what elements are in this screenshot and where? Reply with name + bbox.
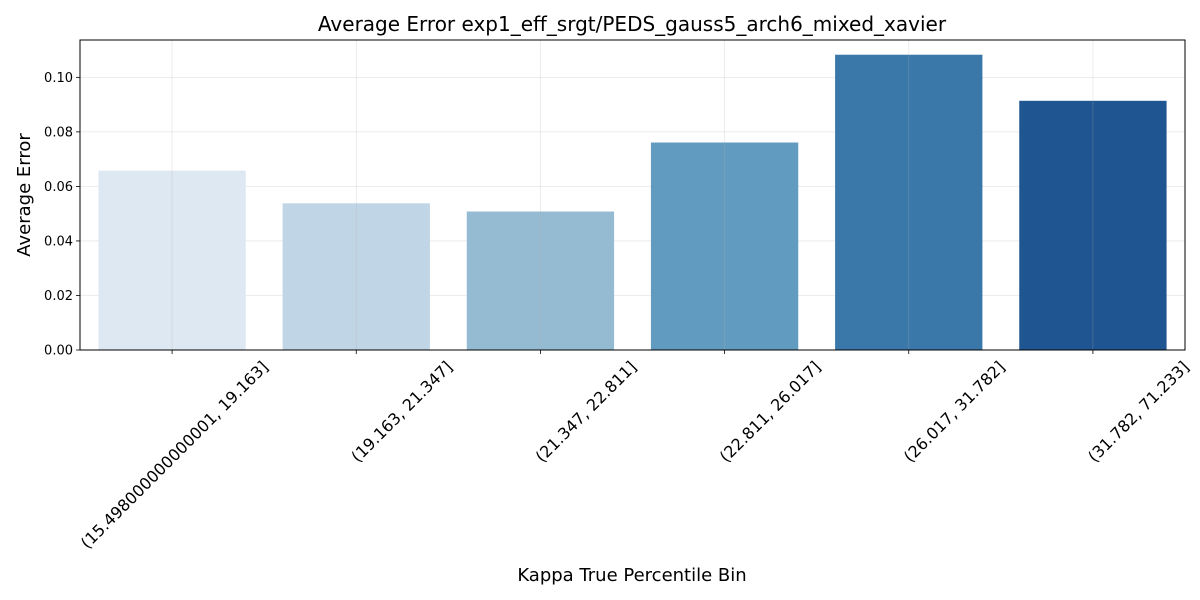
vertical-grid xyxy=(171,40,1094,350)
bar xyxy=(282,203,430,350)
y-tick-label: 0.08 xyxy=(44,125,73,140)
bar xyxy=(835,54,983,350)
bars xyxy=(98,54,1167,350)
plot-frame xyxy=(79,39,1186,351)
chart-title: Average Error exp1_eff_srgt/PEDS_gauss5_… xyxy=(318,12,947,36)
bar xyxy=(1019,100,1167,350)
y-tick-label: 0.04 xyxy=(44,234,73,249)
bar xyxy=(466,211,615,350)
y-axis-label: Average Error xyxy=(14,133,35,257)
y-tick-label: 0.06 xyxy=(44,180,73,195)
y-tick-label: 0.00 xyxy=(44,344,73,359)
y-axis: 0.00 0.02 0.04 0.06 0.08 0.10 xyxy=(44,71,80,359)
y-tick-label: 0.02 xyxy=(44,289,73,304)
bar xyxy=(98,170,246,350)
y-tick-label: 0.10 xyxy=(44,71,73,86)
x-axis-label: Kappa True Percentile Bin xyxy=(517,565,746,586)
bar xyxy=(650,142,799,350)
